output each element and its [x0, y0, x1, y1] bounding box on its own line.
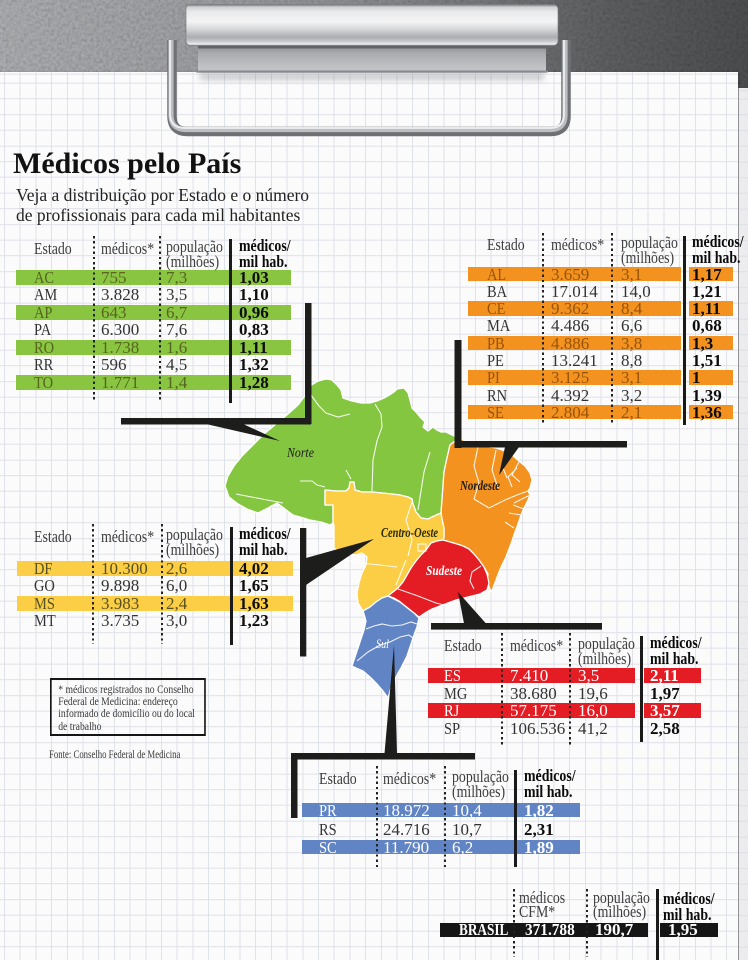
svg-text:Centro-Oeste: Centro-Oeste: [381, 526, 438, 541]
svg-text:Sul: Sul: [376, 636, 389, 651]
svg-text:Nordeste: Nordeste: [459, 478, 500, 493]
svg-text:Sudeste: Sudeste: [426, 563, 462, 578]
svg-text:Norte: Norte: [286, 445, 314, 460]
